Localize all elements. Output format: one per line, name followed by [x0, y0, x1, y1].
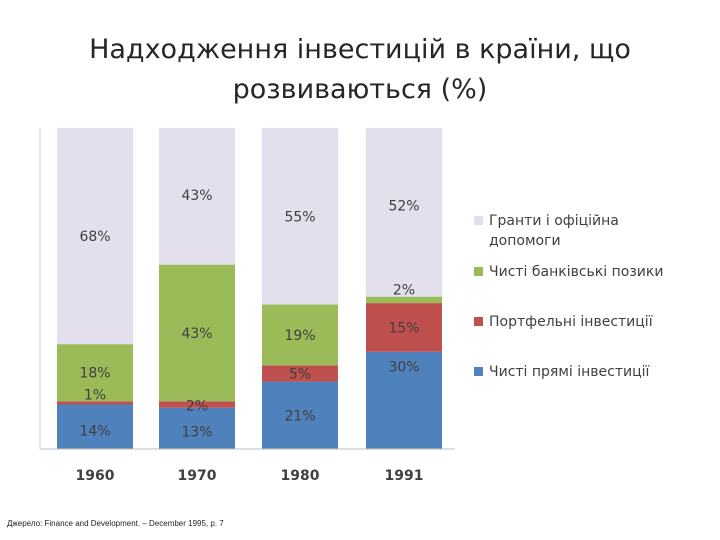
data-label-portfolio-1960: 1%: [84, 387, 106, 403]
legend-swatch-bank_loans: [474, 267, 483, 276]
legend-label-fdi: Чисті прямі інвестиції: [489, 364, 650, 380]
legend-label-grants-line-2: допомоги: [489, 233, 561, 249]
data-label-fdi-1960: 14%: [79, 423, 110, 439]
x-tick-label-1991: 1991: [385, 468, 424, 484]
data-label-bank_loans-1991: 2%: [393, 283, 415, 299]
data-label-portfolio-1991: 15%: [388, 320, 419, 336]
legend-label-portfolio: Портфельні інвестиції: [489, 314, 653, 330]
stacked-bar-chart: 14% 1% 18% 68% 1960 13% 2% 43% 43% 1970 21% 5% 19% 55…: [0, 0, 720, 540]
source-note: Джерело: Finance and Development. – Dece…: [7, 519, 224, 528]
legend-swatch-grants: [474, 216, 483, 225]
data-label-grants-1970: 43%: [181, 188, 212, 204]
data-label-fdi-1970: 13%: [181, 425, 212, 441]
data-label-bank_loans-1980: 19%: [284, 328, 315, 344]
data-label-bank_loans-1970: 43%: [181, 326, 212, 342]
data-label-bank_loans-1960: 18%: [79, 366, 110, 382]
data-label-fdi-1991: 30%: [388, 360, 419, 376]
data-label-grants-1980: 55%: [284, 209, 315, 225]
data-label-grants-1991: 52%: [388, 198, 419, 214]
legend-swatch-portfolio: [474, 317, 483, 326]
data-label-portfolio-1970: 2%: [186, 398, 208, 414]
legend-label-grants-line-1: Гранти і офіційна: [489, 213, 619, 229]
x-tick-label-1970: 1970: [178, 468, 217, 484]
data-label-fdi-1980: 21%: [284, 408, 315, 424]
x-tick-label-1980: 1980: [281, 468, 320, 484]
x-tick-label-1960: 1960: [76, 468, 115, 484]
legend-swatch-fdi: [474, 367, 483, 376]
legend-label-bank_loans: Чисті банківські позики: [489, 264, 663, 280]
data-label-grants-1960: 68%: [79, 229, 110, 245]
data-label-portfolio-1980: 5%: [289, 367, 311, 383]
